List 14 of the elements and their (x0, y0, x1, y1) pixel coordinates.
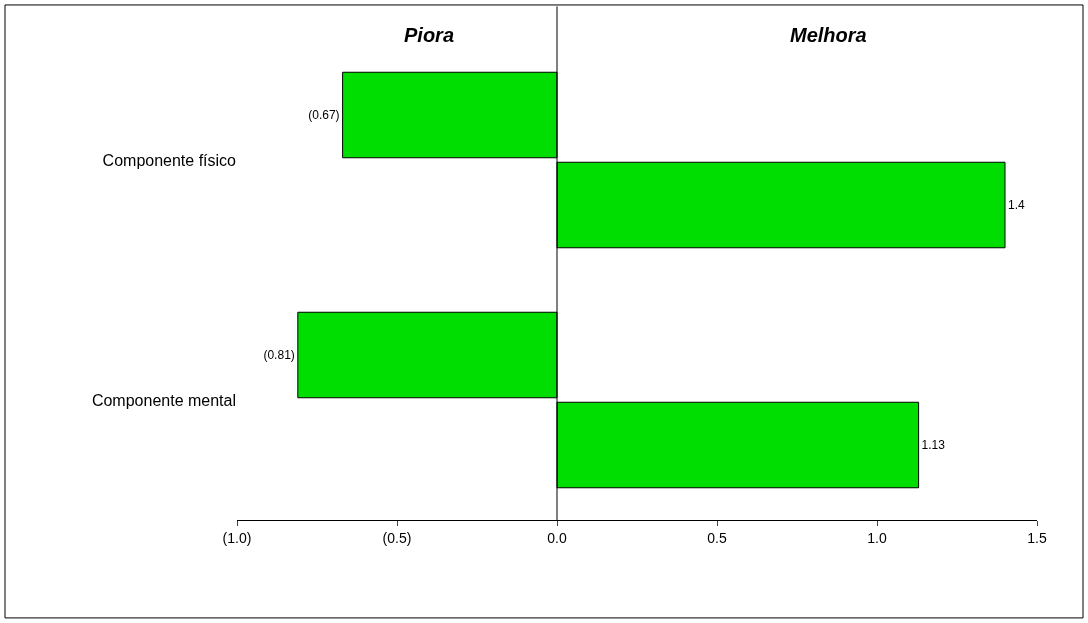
data-label: 1.4 (1008, 198, 1026, 212)
x-tick-label: (1.0) (222, 529, 252, 546)
x-tick-label: 1.0 (867, 529, 887, 546)
x-tick-label: 0.5 (707, 529, 727, 546)
y-tick-label: Componente físico (102, 151, 237, 169)
x-tick-label: (0.5) (382, 529, 412, 546)
x-tick-label: 1.5 (1027, 529, 1047, 546)
data-label: 1.13 (921, 438, 946, 452)
annotation: Melhora (790, 24, 867, 46)
y-tick-label: Componente mental (91, 391, 236, 409)
data-label: (0.81) (263, 348, 295, 362)
annotation: Piora (404, 24, 455, 46)
data-label: (0.67) (308, 108, 340, 122)
x-tick-label: 0.0 (547, 529, 567, 546)
